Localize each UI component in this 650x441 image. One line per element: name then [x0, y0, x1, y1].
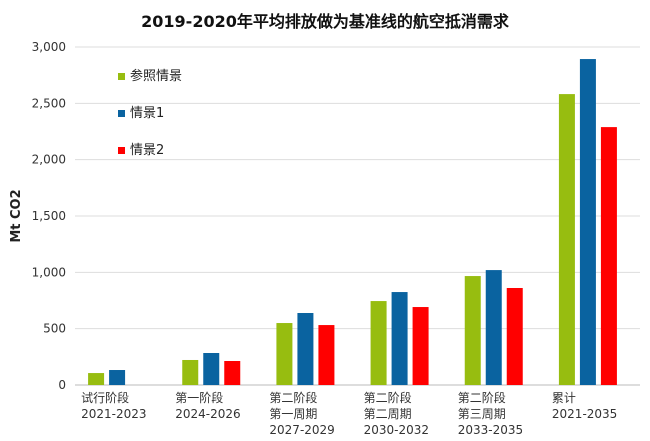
bar-1 — [370, 301, 387, 385]
bar-3 — [224, 361, 241, 385]
x-tick-label: 2027-2029 — [269, 423, 334, 437]
y-tick-label: 1,500 — [32, 209, 66, 223]
bar-2 — [391, 292, 408, 385]
y-axis-label: Mt CO2 — [9, 189, 24, 242]
bar-1 — [88, 373, 105, 385]
x-tick-label: 累计 — [552, 391, 576, 405]
legend-marker — [118, 110, 125, 117]
x-tick-label: 2033-2035 — [458, 423, 523, 437]
bar-2 — [485, 270, 502, 385]
x-tick-label: 第二周期 — [364, 407, 412, 421]
bar-2 — [297, 313, 314, 385]
y-tick-label: 500 — [43, 322, 66, 336]
bar-2 — [203, 353, 220, 385]
x-tick-label: 第二阶段 — [364, 390, 412, 405]
bar-1 — [558, 94, 575, 385]
bar-2 — [579, 59, 596, 386]
legend-label: 参照情景 — [130, 68, 182, 84]
bar-3 — [506, 287, 523, 385]
x-tick-label: 2021-2023 — [81, 407, 146, 421]
bar-1 — [464, 276, 481, 385]
bar-3 — [318, 325, 335, 385]
x-tick-label: 第三周期 — [458, 407, 506, 421]
chart-title: 2019-2020年平均排放做为基准线的航空抵消需求 — [141, 12, 509, 31]
legend-marker — [118, 147, 125, 154]
bar-3 — [412, 307, 429, 385]
legend-label: 情景2 — [130, 143, 164, 158]
bar-1 — [182, 359, 199, 385]
bar-1 — [276, 323, 293, 385]
x-tick-label: 第一阶段 — [175, 390, 223, 405]
x-tick-label: 2024-2026 — [175, 407, 240, 421]
x-tick-label: 第二阶段 — [458, 390, 506, 405]
y-tick-label: 3,000 — [32, 40, 66, 54]
x-tick-label: 2030-2032 — [364, 423, 429, 437]
legend-label: 情景1 — [130, 106, 164, 121]
bar-3 — [600, 127, 617, 385]
x-tick-label: 第一周期 — [269, 407, 317, 421]
legend-marker — [118, 73, 125, 80]
x-tick-label: 2021-2035 — [552, 407, 617, 421]
y-tick-label: 2,000 — [32, 153, 66, 167]
x-tick-label: 试行阶段 — [81, 390, 129, 405]
y-tick-label: 0 — [58, 378, 66, 392]
bar-2 — [109, 370, 126, 385]
y-tick-label: 2,500 — [32, 96, 66, 110]
y-tick-label: 1,000 — [32, 265, 66, 279]
x-tick-label: 第二阶段 — [269, 390, 317, 405]
